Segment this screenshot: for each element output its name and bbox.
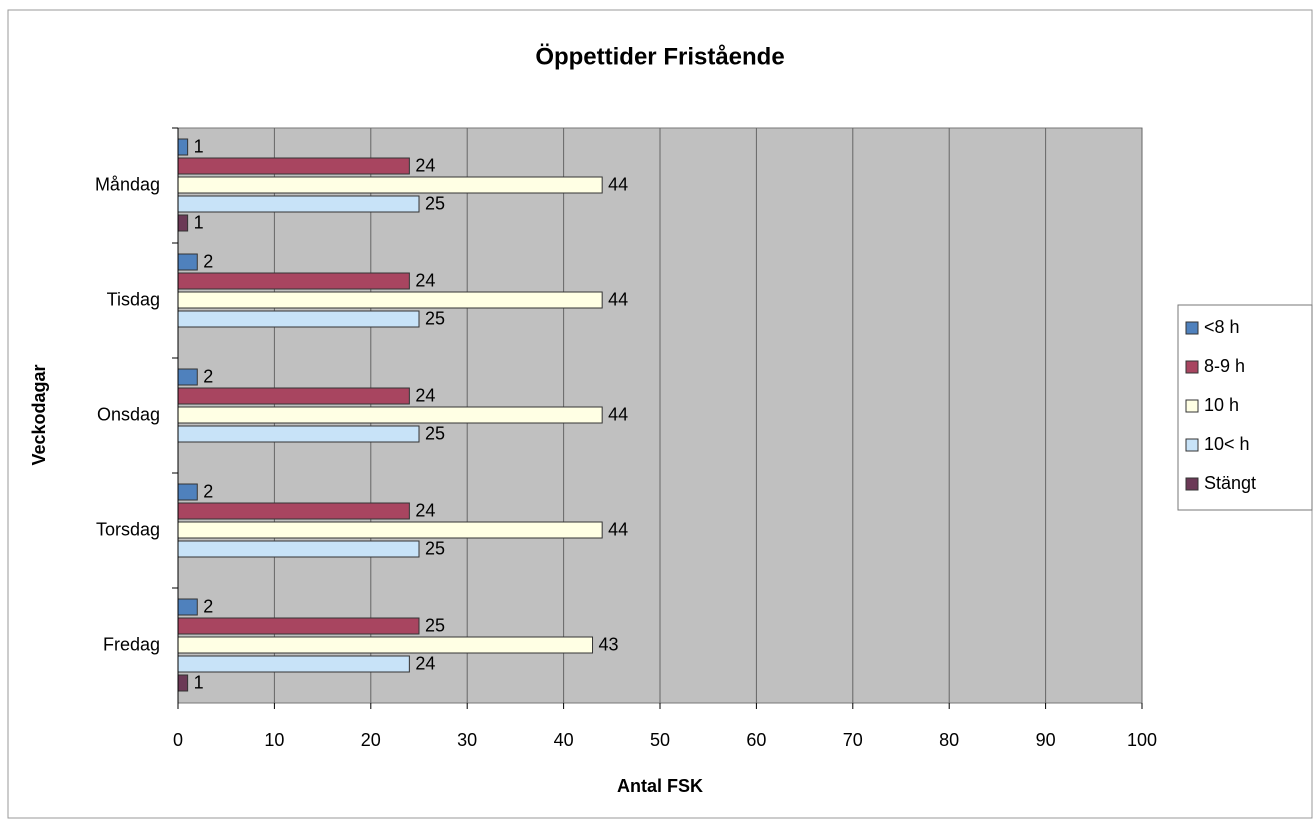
legend-swatch [1185,360,1199,374]
bar [177,425,420,443]
bar [177,674,189,692]
bar [177,406,603,424]
bar [177,636,594,654]
data-label: 25 [425,423,445,443]
data-label: 44 [608,174,628,194]
data-label: 1 [194,212,204,232]
bar [177,253,198,271]
legend-label: 8-9 h [1204,356,1245,376]
x-tick-label: 50 [650,730,670,750]
legend-label: Stängt [1204,473,1256,493]
bar [177,157,410,175]
legend-swatch [1185,321,1199,335]
data-label: 2 [203,481,213,501]
y-axis-label: Veckodagar [29,364,49,465]
bar [177,655,410,673]
data-label: 24 [415,270,435,290]
bar [177,483,198,501]
data-label: 24 [415,653,435,673]
data-label: 2 [203,596,213,616]
x-tick-label: 20 [361,730,381,750]
bar [177,176,603,194]
data-label: 1 [194,672,204,692]
legend-label: 10< h [1204,434,1250,454]
y-tick-label: Måndag [95,174,160,194]
bar [177,138,189,156]
bar [177,387,410,405]
data-label: 24 [415,500,435,520]
data-label: 44 [608,404,628,424]
x-tick-label: 100 [1127,730,1157,750]
chart-title: Öppettider Fristående [535,43,784,70]
data-label: 2 [203,366,213,386]
y-tick-label: Onsdag [97,404,160,424]
bar [177,598,198,616]
data-label: 44 [608,519,628,539]
data-label: 1 [194,136,204,156]
data-label: 43 [599,634,619,654]
x-tick-label: 0 [173,730,183,750]
bar [177,521,603,539]
x-tick-label: 70 [843,730,863,750]
bar [177,214,189,232]
data-label: 25 [425,538,445,558]
data-label: 44 [608,289,628,309]
data-label: 25 [425,615,445,635]
x-axis-label: Antal FSK [617,776,703,796]
legend-label: <8 h [1204,317,1240,337]
legend-label: 10 h [1204,395,1239,415]
y-tick-label: Tisdag [107,289,160,309]
data-label: 24 [415,155,435,175]
bar [177,502,410,520]
bar [177,617,420,635]
x-tick-label: 90 [1036,730,1056,750]
legend-box [1177,304,1313,511]
legend-swatch [1185,438,1199,452]
y-tick-label: Torsdag [96,519,160,539]
x-tick-label: 60 [746,730,766,750]
x-tick-label: 80 [939,730,959,750]
legend-swatch [1185,399,1199,413]
x-tick-label: 40 [554,730,574,750]
data-label: 25 [425,193,445,213]
legend-swatch [1185,477,1199,491]
bar [177,291,603,309]
bar [177,272,410,290]
bar [177,368,198,386]
data-label: 24 [415,385,435,405]
data-label: 25 [425,308,445,328]
bar [177,310,420,328]
y-tick-label: Fredag [103,634,160,654]
bar [177,540,420,558]
data-label: 2 [203,251,213,271]
x-tick-label: 30 [457,730,477,750]
x-tick-label: 10 [264,730,284,750]
bar [177,195,420,213]
